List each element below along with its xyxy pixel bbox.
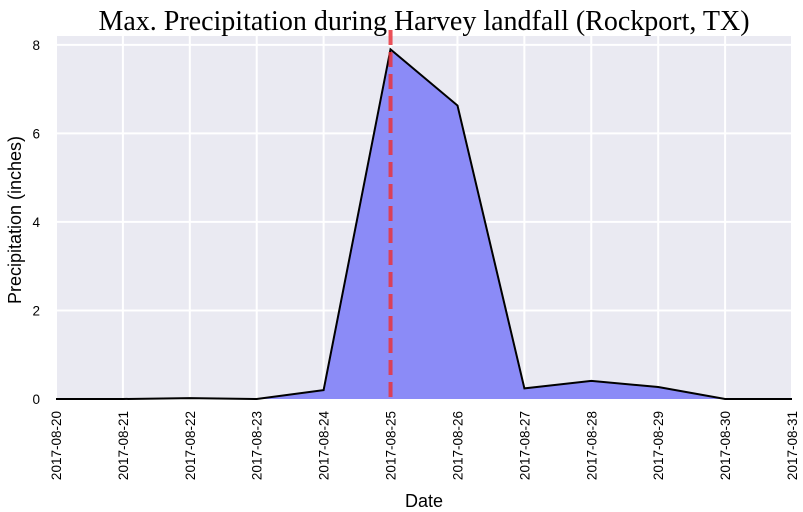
x-tick-label: 2017-08-28 [584, 411, 599, 480]
y-tick-label: 0 [32, 392, 40, 407]
data-point-2017-08-27 [523, 387, 525, 389]
data-point-2017-08-24 [323, 389, 325, 391]
precipitation-area [56, 49, 792, 400]
x-tick-label: 2017-08-25 [384, 411, 399, 480]
x-tick-label: 2017-08-26 [450, 411, 465, 480]
data-point-2017-08-21 [122, 398, 124, 400]
x-tick-label: 2017-08-22 [183, 411, 198, 480]
y-tick-labels: 0 2 4 6 8 [32, 38, 40, 407]
data-point-2017-08-20 [55, 398, 57, 400]
y-tick-label: 4 [32, 215, 40, 230]
x-tick-label: 2017-08-30 [718, 411, 733, 480]
chart-title: Max. Precipitation during Harvey landfal… [98, 6, 749, 37]
data-point-2017-08-22 [189, 397, 191, 399]
x-tick-label: 2017-08-21 [116, 411, 131, 480]
x-tick-label: 2017-08-23 [250, 411, 265, 480]
data-point-2017-08-31 [791, 398, 793, 400]
x-tick-labels: 2017-08-20 2017-08-21 2017-08-22 2017-08-23… [49, 411, 800, 481]
precipitation-line [56, 47, 792, 401]
y-tick-label: 2 [32, 303, 40, 318]
data-point-2017-08-30 [724, 398, 726, 400]
y-tick-label: 8 [32, 38, 40, 53]
data-point-2017-08-25 [390, 48, 392, 50]
x-tick-label: 2017-08-31 [785, 411, 800, 480]
data-point-2017-08-26 [456, 105, 458, 107]
x-tick-label: 2017-08-27 [517, 411, 532, 480]
y-tick-label: 6 [32, 126, 40, 141]
x-tick-label: 2017-08-20 [49, 411, 64, 480]
data-point-2017-08-23 [256, 398, 258, 400]
y-axis-label: Precipitation (inches) [5, 136, 25, 304]
data-point-2017-08-29 [657, 386, 659, 388]
x-tick-label: 2017-08-29 [651, 411, 666, 480]
data-point-2017-08-28 [590, 380, 592, 382]
x-axis-label: Date [405, 491, 443, 511]
x-tick-label: 2017-08-24 [317, 411, 332, 481]
